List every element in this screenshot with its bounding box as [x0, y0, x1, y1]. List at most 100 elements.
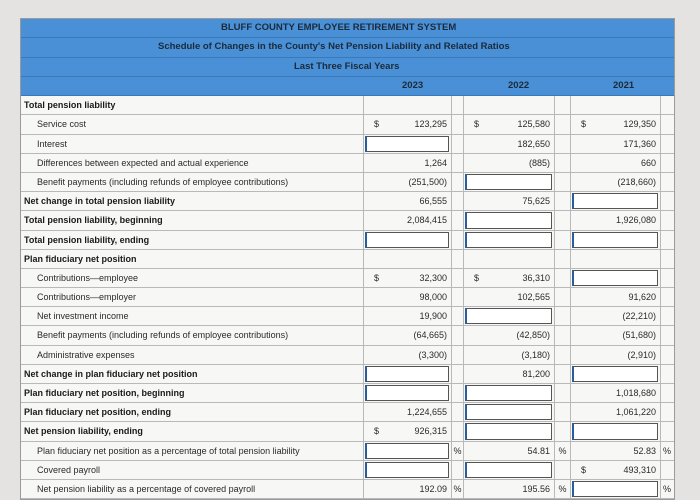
- cell-value: (3,300): [418, 349, 447, 360]
- dollar-sign: $: [474, 272, 480, 283]
- percent-cell: [554, 96, 570, 115]
- cell-value: 2,084,415: [406, 215, 447, 226]
- percent-cell: [660, 288, 673, 307]
- year-header-row: 2023 2022 2021: [21, 76, 674, 97]
- answer-input[interactable]: [465, 385, 552, 402]
- value-cell-2021: [570, 364, 660, 383]
- percent-sign: %: [558, 445, 567, 456]
- answer-input[interactable]: [465, 231, 552, 248]
- row-label: Net change in plan fiduciary net positio…: [24, 368, 198, 379]
- percent-cell: [660, 364, 673, 383]
- percent-cell: [451, 268, 463, 288]
- answer-input[interactable]: [572, 269, 658, 287]
- table-row: Total pension liability: [21, 96, 674, 116]
- percent-cell: [660, 134, 673, 153]
- percent-cell: [554, 364, 570, 383]
- percent-cell: [554, 230, 570, 249]
- pension-schedule-table: BLUFF COUNTY EMPLOYEE RETIREMENT SYSTEM …: [20, 18, 675, 500]
- row-label: Total pension liability: [24, 100, 116, 111]
- table-row: Net investment income 19,900 (22,210): [21, 307, 674, 327]
- percent-cell: [451, 460, 463, 479]
- value-cell-2021: (22,210): [570, 307, 660, 326]
- value-cell-2022: 54.81: [463, 441, 554, 460]
- table-row: Contributions—employer 98,000 102,565 91,62…: [21, 288, 674, 308]
- value-cell-2023: [363, 230, 451, 249]
- dollar-sign: $: [374, 119, 380, 130]
- value-cell-2022: 182,650: [463, 134, 554, 153]
- row-label: Service cost: [37, 119, 87, 130]
- percent-cell: [554, 384, 570, 403]
- value-cell-2023: [363, 441, 451, 460]
- answer-input[interactable]: [365, 385, 449, 402]
- percent-cell: [554, 326, 570, 345]
- value-cell-2022: [463, 403, 554, 422]
- dollar-sign: $: [374, 272, 380, 283]
- answer-input[interactable]: [365, 365, 449, 382]
- answer-input[interactable]: [572, 231, 658, 248]
- subtitle-row: Schedule of Changes in the County's Net …: [21, 38, 674, 58]
- table-row: Differences between expected and actual …: [21, 153, 674, 173]
- answer-input[interactable]: [365, 135, 449, 152]
- answer-input[interactable]: [365, 461, 449, 478]
- year-2022: 2022: [508, 79, 530, 91]
- answer-input[interactable]: [465, 461, 552, 478]
- cell-value: 52.83: [633, 445, 656, 456]
- value-cell-2022: [463, 307, 554, 326]
- value-cell-2021: (218,660): [570, 172, 660, 192]
- answer-input[interactable]: [465, 404, 552, 421]
- dollar-sign: $: [474, 119, 480, 130]
- answer-input[interactable]: [465, 308, 552, 325]
- answer-input[interactable]: [572, 193, 658, 210]
- value-cell-2023: [363, 96, 451, 115]
- answer-input[interactable]: [365, 442, 449, 459]
- cell-value: 81,200: [522, 368, 550, 379]
- value-cell-2021: 1,061,220: [570, 403, 660, 422]
- percent-cell: [554, 115, 570, 134]
- row-label: Benefit payments (including refunds of e…: [37, 176, 289, 187]
- row-label: Plan fiduciary net position, ending: [24, 407, 172, 418]
- answer-input[interactable]: [572, 480, 658, 498]
- cell-value: 91,620: [628, 292, 656, 303]
- cell-value: 36,310: [522, 272, 550, 283]
- percent-cell: [660, 115, 673, 134]
- percent-cell: [451, 230, 463, 249]
- row-label: Interest: [37, 138, 68, 149]
- cell-value: 32,300: [419, 272, 447, 283]
- percent-cell: [660, 96, 673, 115]
- row-label: Net change in total pension liability: [24, 196, 176, 207]
- answer-input[interactable]: [465, 423, 552, 440]
- answer-input[interactable]: [572, 365, 658, 382]
- value-cell-2021: [570, 230, 660, 249]
- value-cell-2023: 2,084,415: [363, 211, 451, 230]
- answer-input[interactable]: [465, 173, 552, 191]
- answer-input[interactable]: [365, 231, 449, 248]
- percent-cell: [554, 422, 570, 441]
- value-cell-2021: 1,926,080: [570, 211, 660, 230]
- cell-value: 1,061,220: [615, 407, 656, 418]
- table-row: Administrative expenses (3,300) (3,180) (2,…: [21, 345, 674, 365]
- value-cell-2021: 493,310 $: [570, 460, 660, 479]
- value-cell-2023: [363, 384, 451, 403]
- value-cell-2022: [463, 230, 554, 249]
- percent-cell: [660, 345, 673, 364]
- percent-cell: [660, 307, 673, 326]
- percent-cell: [660, 153, 673, 172]
- value-cell-2021: [570, 96, 660, 115]
- year-2023: 2023: [402, 79, 424, 91]
- row-label: Total pension liability, beginning: [24, 215, 163, 226]
- value-cell-2022: (3,180): [463, 345, 554, 364]
- cell-value: (42,850): [516, 330, 550, 341]
- table-row: Net change in plan fiduciary net positio…: [21, 364, 674, 384]
- value-cell-2021: 91,620: [570, 288, 660, 307]
- row-label: Plan fiduciary net position, beginning: [24, 388, 185, 398]
- value-cell-2022: 36,310 $: [463, 268, 554, 288]
- percent-cell: [451, 326, 463, 345]
- percent-cell: [660, 249, 673, 268]
- value-cell-2021: [570, 422, 660, 441]
- cell-value: (22,210): [622, 311, 656, 322]
- answer-input[interactable]: [572, 423, 658, 440]
- value-cell-2022: 125,580 $: [463, 115, 554, 134]
- percent-cell: [660, 460, 673, 479]
- percent-cell: [554, 345, 570, 364]
- answer-input[interactable]: [465, 212, 552, 229]
